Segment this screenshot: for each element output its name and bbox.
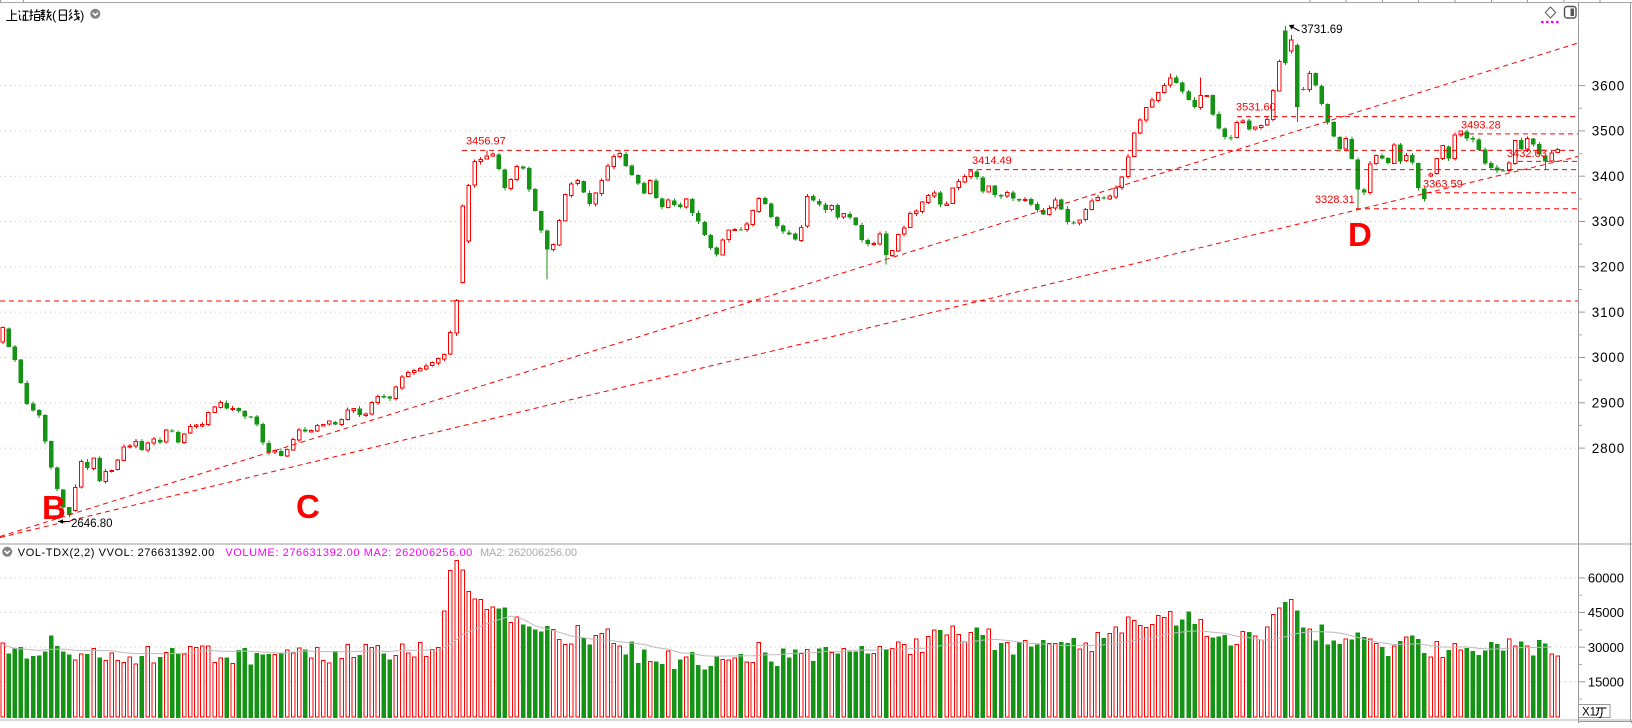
svg-text:3493.28: 3493.28 [1461,120,1501,132]
svg-text:30000: 30000 [1588,640,1624,655]
svg-text:3600: 3600 [1592,78,1625,93]
svg-text:3731.69: 3731.69 [1301,24,1343,36]
svg-text:C: C [296,488,320,525]
svg-text:(: ( [52,8,57,23]
svg-text:3500: 3500 [1592,124,1625,139]
svg-text:3432.63: 3432.63 [1507,148,1547,160]
svg-text:3363.59: 3363.59 [1423,179,1463,191]
svg-text:2900: 2900 [1592,396,1625,411]
svg-text:15000: 15000 [1588,675,1624,690]
svg-text:60000: 60000 [1588,571,1624,586]
svg-text:VOL-TDX(2,2) VVOL: 276631392.: VOL-TDX(2,2) VVOL: 276631392.00 [18,547,215,559]
svg-text:2800: 2800 [1592,441,1625,456]
svg-text:3200: 3200 [1592,260,1625,275]
svg-text:): ) [80,8,84,23]
svg-text:X1: X1 [1582,707,1596,719]
svg-text:MA2: 262006256.00: MA2: 262006256.00 [480,547,577,559]
svg-text:3414.49: 3414.49 [972,155,1012,167]
svg-text:3531.60: 3531.60 [1236,102,1276,114]
svg-text:3100: 3100 [1592,305,1625,320]
svg-text:D: D [1348,216,1372,253]
svg-text:3328.31: 3328.31 [1315,194,1355,206]
svg-text:3300: 3300 [1592,214,1625,229]
svg-text:3400: 3400 [1592,169,1625,184]
svg-text:VOLUME: 276631392.00 MA2: 262: VOLUME: 276631392.00 MA2: 262006256.00 [225,547,472,559]
svg-text:B: B [42,489,66,526]
svg-text:3456.97: 3456.97 [466,136,506,148]
svg-text:2646.80: 2646.80 [71,518,113,530]
svg-text:45000: 45000 [1588,605,1624,620]
svg-text:3000: 3000 [1592,350,1625,365]
